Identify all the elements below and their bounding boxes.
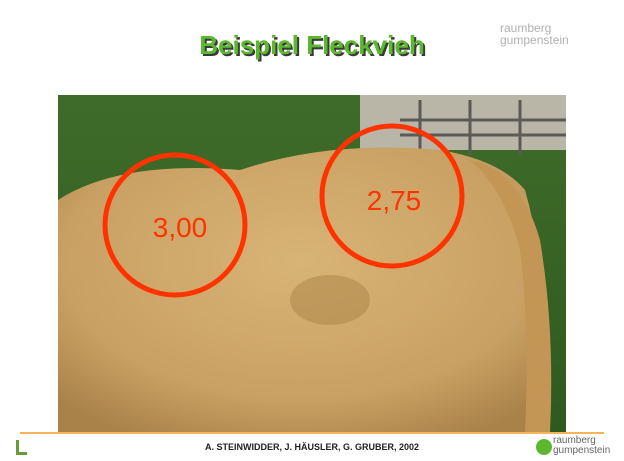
corner-logo — [16, 440, 27, 455]
logo-ball — [536, 439, 552, 455]
logo-line: raumberg — [553, 435, 596, 446]
logo-line: gumpenstein — [500, 33, 569, 47]
shadow — [290, 275, 370, 325]
logo-line: gumpenstein — [553, 445, 611, 456]
logo-line: raumberg — [500, 21, 552, 35]
footer-logo: raumberg gumpenstein — [553, 436, 610, 456]
cow-tail — [470, 160, 552, 432]
building — [360, 95, 566, 150]
score-circle — [102, 152, 248, 298]
score-label: 2,75 — [367, 185, 422, 216]
score-circle — [319, 123, 465, 269]
score-label: 3,00 — [153, 212, 208, 243]
header-logo: raumberg gumpenstein — [500, 22, 569, 46]
footer-text: A. STEINWIDDER, J. HÄUSLER, G. GRUBER, 2… — [204, 442, 420, 452]
slide-title: Beispiel Fleckvieh — [199, 30, 425, 60]
fence — [400, 100, 566, 155]
